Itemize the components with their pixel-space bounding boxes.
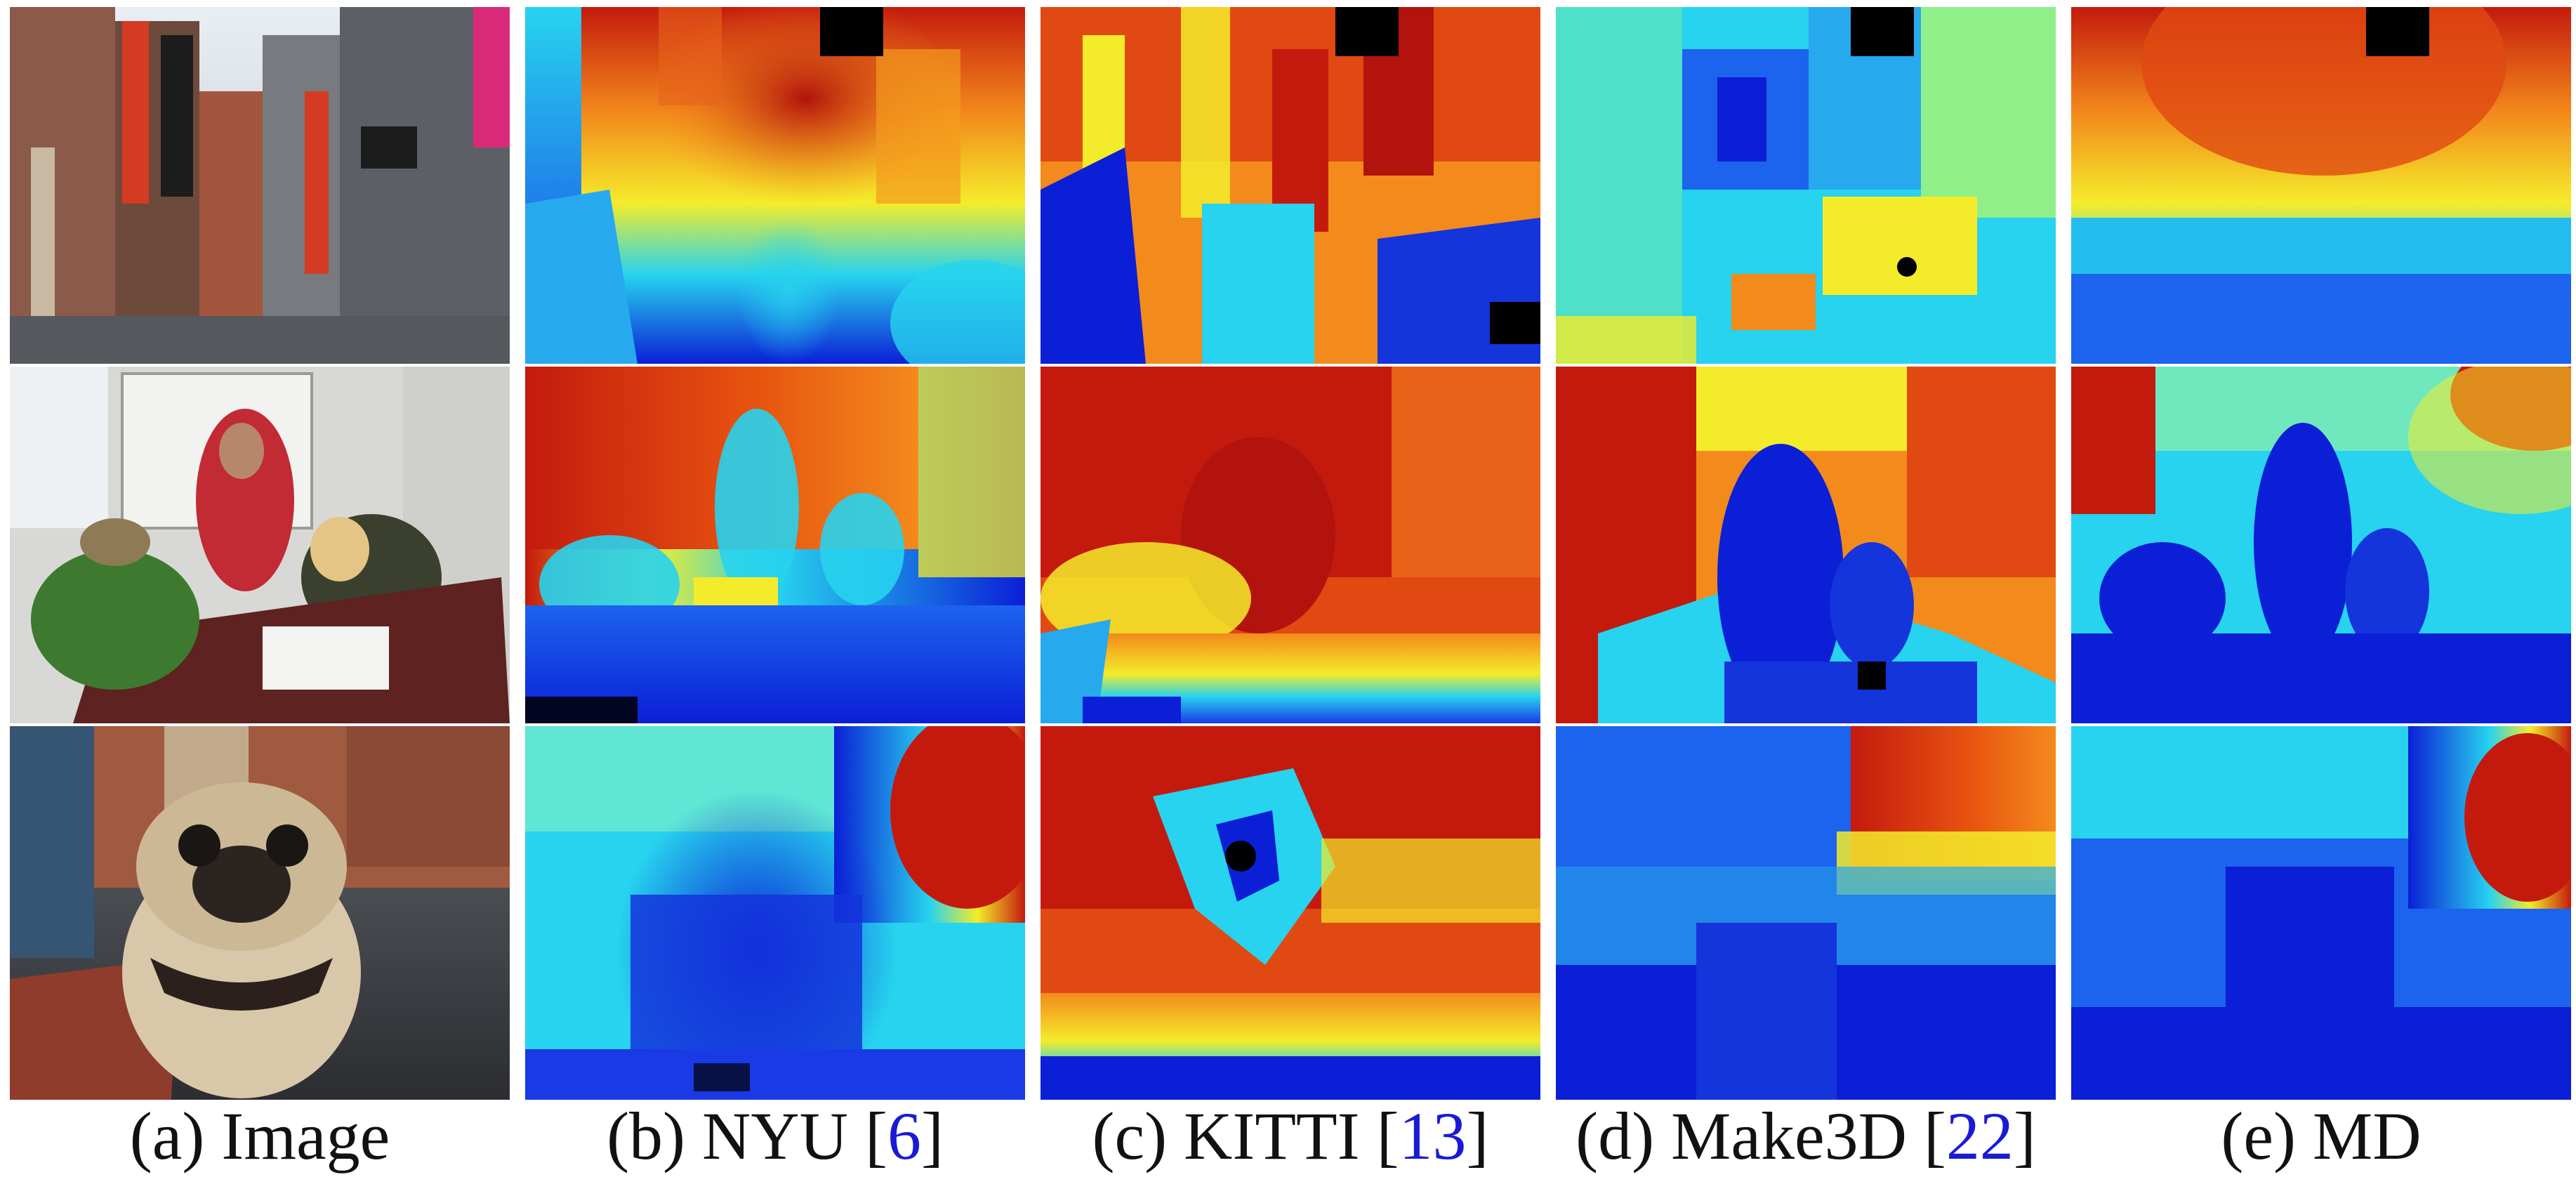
caption-nyu-suffix: ] <box>920 1098 944 1173</box>
caption-nyu-text: (b) NYU [ <box>607 1098 887 1173</box>
caption-md-text: (e) MD <box>2221 1098 2422 1173</box>
citation-link-nyu[interactable]: 6 <box>887 1098 921 1173</box>
street-photo <box>10 7 510 364</box>
caption-image: (a) Image <box>10 1101 510 1171</box>
caption-kitti: (c) KITTI [13] <box>1041 1101 1540 1171</box>
make3d-depth-office <box>1556 367 2056 723</box>
office-photo <box>10 367 510 723</box>
citation-link-make3d[interactable]: 22 <box>1946 1098 2014 1173</box>
kitti-depth-pug <box>1041 726 1540 1100</box>
caption-kitti-text: (c) KITTI [ <box>1092 1098 1399 1173</box>
caption-nyu: (b) NYU [6] <box>525 1101 1025 1171</box>
caption-image-text: (a) Image <box>129 1098 390 1173</box>
caption-make3d: (d) Make3D [22] <box>1556 1101 2056 1171</box>
kitti-depth-office <box>1041 367 1540 723</box>
kitti-depth-street <box>1041 7 1540 364</box>
md-depth-street <box>2071 7 2571 364</box>
caption-make3d-text: (d) Make3D [ <box>1576 1098 1946 1173</box>
caption-kitti-suffix: ] <box>1466 1098 1489 1173</box>
nyu-depth-street <box>525 7 1025 364</box>
nyu-depth-office <box>525 367 1025 723</box>
pug-photo <box>10 726 510 1100</box>
make3d-depth-pug <box>1556 726 2056 1100</box>
md-depth-pug <box>2071 726 2571 1100</box>
caption-make3d-suffix: ] <box>2013 1098 2036 1173</box>
citation-link-kitti[interactable]: 13 <box>1399 1098 1467 1173</box>
md-depth-office <box>2071 367 2571 723</box>
nyu-depth-pug <box>525 726 1025 1100</box>
caption-md: (e) MD <box>2071 1101 2571 1171</box>
make3d-depth-street <box>1556 7 2056 364</box>
